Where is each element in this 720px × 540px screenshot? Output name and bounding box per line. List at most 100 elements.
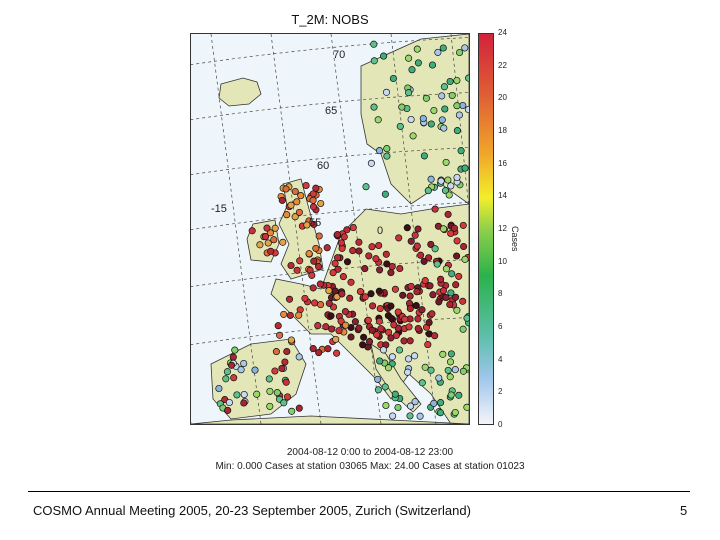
station-marker [361,293,369,301]
scandinavia-landmass [360,34,469,205]
station-marker [447,182,455,190]
station-marker [418,379,426,387]
station-marker [406,412,414,420]
station-marker [367,159,375,167]
station-marker [280,399,288,407]
station-marker [377,325,385,333]
station-marker [405,54,413,62]
station-marker [339,273,347,281]
station-marker [444,176,452,184]
station-marker [455,391,463,399]
station-marker [414,315,422,323]
station-marker [453,127,461,135]
station-marker [328,325,336,333]
graticule [191,34,469,424]
station-marker [224,406,232,414]
station-marker [427,175,435,183]
station-marker [463,314,469,322]
station-marker [390,321,398,329]
station-marker [379,346,388,354]
station-marker [418,306,426,314]
station-marker [381,190,389,198]
station-marker [459,325,467,333]
station-marker [409,132,417,140]
station-marker [331,259,339,267]
station-marker [447,350,455,358]
station-marker [422,94,430,102]
station-marker [406,292,414,300]
station-marker [453,76,461,85]
station-marker [382,250,390,258]
station-marker [253,390,261,398]
station-marker [398,103,406,111]
station-marker [395,234,403,242]
station-marker [448,91,456,100]
station-marker [312,244,320,252]
station-marker [453,306,461,314]
station-marker [381,383,389,391]
station-marker [387,334,395,342]
station-marker [343,258,352,266]
station-marker [279,238,287,246]
station-marker [420,152,428,160]
station-marker [351,318,359,326]
station-marker [362,183,370,191]
station-marker [394,403,402,412]
station-marker [425,319,433,327]
station-marker [400,337,408,345]
station-marker [431,332,439,340]
station-marker [427,366,435,374]
station-marker [457,147,465,155]
time-range-caption: 2004-08-12 0:00 to 2004-08-12 23:00 [286,447,454,458]
station-marker [459,297,467,305]
station-marker [448,270,456,278]
station-marker [442,158,450,166]
station-marker [311,299,319,307]
station-marker [343,226,351,234]
station-marker [413,242,421,250]
station-marker [333,349,341,357]
station-map: 70 65 60 55 -15 0 [190,33,470,425]
station-marker [361,265,369,273]
station-marker [396,122,404,130]
station-marker [395,346,404,354]
station-marker [444,366,452,374]
station-marker [383,152,391,160]
station-marker [310,220,318,228]
latitude-line [191,92,469,120]
station-marker [334,265,342,273]
station-marker [271,224,279,232]
station-marker [437,275,445,283]
station-marker [295,404,303,412]
station-marker [453,173,461,182]
colorbar-tick-label: 4 [498,354,503,364]
station-marker [278,364,286,372]
station-marker [296,257,304,265]
station-marker [370,40,378,48]
station-marker [442,294,450,302]
station-marker [355,324,363,332]
station-marker [295,208,303,216]
station-marker [431,205,439,213]
station-marker [256,241,264,249]
station-marker [421,363,429,371]
station-marker [271,367,279,375]
station-marker [287,201,295,209]
latitude-line [191,147,469,175]
colorbar-tick-label: 10 [498,256,507,266]
latitude-label-65: 65 [325,105,337,117]
station-marker [464,105,469,114]
station-marker [251,366,259,374]
latitude-line [191,259,469,287]
station-marker [435,374,443,382]
station-marker [285,295,294,303]
station-marker [391,390,399,398]
map-canvas: 70 65 60 55 -15 0 [191,34,469,424]
station-marker [347,278,355,286]
station-marker [355,247,363,255]
station-marker [419,114,427,123]
station-marker [337,239,345,247]
station-marker [375,241,383,250]
station-marker [446,358,455,366]
station-marker [375,287,383,295]
